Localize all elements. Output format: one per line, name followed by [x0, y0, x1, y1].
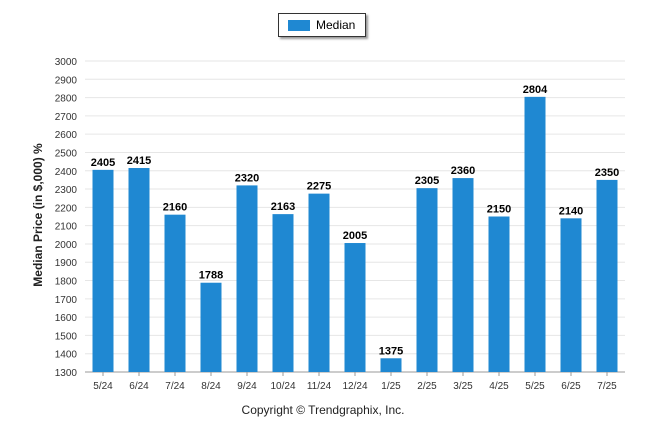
data-label: 1375 — [379, 345, 403, 357]
y-tick-label: 2500 — [55, 148, 78, 159]
x-tick-label: 5/24 — [93, 381, 113, 392]
x-tick-label: 6/25 — [561, 381, 581, 392]
bar-6/24 — [128, 168, 150, 372]
x-tick-label: 3/25 — [453, 381, 473, 392]
y-tick-label: 1500 — [55, 331, 78, 342]
bar-8/24 — [200, 282, 222, 372]
x-tick-label: 7/25 — [597, 381, 617, 392]
bar-3/25 — [452, 178, 474, 372]
data-label: 2275 — [307, 181, 331, 193]
y-tick-label: 2100 — [55, 222, 78, 233]
bar-7/25 — [596, 179, 618, 372]
y-axis-ticks: 1300 1400 1500 1600 1700 1800 1900 2000 2100 2200… — [55, 57, 78, 379]
legend-swatch-median — [288, 20, 310, 31]
data-label: 2150 — [487, 204, 511, 216]
bar-5/25 — [524, 96, 546, 372]
y-tick-label: 1900 — [55, 258, 78, 269]
y-tick-label: 2000 — [55, 240, 78, 251]
y-tick-label: 2700 — [55, 112, 78, 123]
bar-7/24 — [164, 214, 186, 372]
data-label: 2405 — [91, 157, 115, 169]
x-tick-label: 11/24 — [307, 381, 332, 392]
y-tick-label: 2800 — [55, 94, 78, 105]
y-tick-label: 2400 — [55, 167, 78, 178]
data-label: 2160 — [163, 202, 187, 214]
data-label: 2005 — [343, 230, 367, 242]
data-label: 2350 — [595, 167, 619, 179]
bar-5/24 — [92, 169, 114, 372]
x-tick-label: 4/25 — [489, 381, 509, 392]
x-tick-label: 8/24 — [201, 381, 221, 392]
legend: Median — [278, 13, 366, 37]
bar-11/24 — [308, 193, 330, 372]
x-axis-ticks: 5/24 6/24 7/24 8/24 9/24 10/24 11/24 12/24 1/25 2… — [93, 372, 617, 392]
y-tick-label: 1300 — [55, 368, 78, 379]
y-tick-label: 1800 — [55, 277, 78, 288]
data-label: 2163 — [271, 201, 295, 213]
x-tick-label: 2/25 — [417, 381, 437, 392]
data-label: 2804 — [523, 84, 548, 96]
bar-6/25 — [560, 218, 582, 372]
data-label: 2140 — [559, 205, 583, 217]
x-tick-label: 6/24 — [129, 381, 149, 392]
y-axis-title: Median Price (in $,000) % — [31, 143, 45, 287]
bar-12/24 — [344, 243, 366, 372]
data-label: 2360 — [451, 165, 475, 177]
x-tick-label: 7/24 — [165, 381, 185, 392]
bar-10/24 — [272, 214, 294, 372]
y-tick-label: 3000 — [55, 57, 78, 68]
data-label: 2320 — [235, 172, 259, 184]
bar-9/24 — [236, 185, 258, 372]
data-label: 2305 — [415, 175, 439, 187]
bar-4/25 — [488, 216, 510, 372]
y-tick-label: 1700 — [55, 295, 78, 306]
bar-1/25 — [380, 358, 402, 372]
data-label: 1788 — [199, 270, 223, 282]
bar-2/25 — [416, 188, 438, 372]
y-tick-label: 2200 — [55, 203, 78, 214]
x-tick-label: 5/25 — [525, 381, 545, 392]
y-tick-label: 1600 — [55, 313, 78, 324]
x-tick-label: 12/24 — [342, 381, 367, 392]
x-tick-label: 10/24 — [270, 381, 295, 392]
legend-label-median: Median — [316, 18, 356, 32]
copyright-text: Copyright © Trendgraphix, Inc. — [241, 403, 405, 417]
x-tick-label: 1/25 — [381, 381, 401, 392]
data-labels: 2405 2415 2160 1788 2320 2163 2275 2005 1375 2305… — [91, 84, 619, 357]
y-tick-label: 2900 — [55, 75, 78, 86]
data-label: 2415 — [127, 155, 151, 167]
bars — [92, 96, 618, 372]
x-tick-label: 9/24 — [237, 381, 257, 392]
y-tick-label: 2600 — [55, 130, 78, 141]
y-tick-label: 2300 — [55, 185, 78, 196]
y-tick-label: 1400 — [55, 350, 78, 361]
